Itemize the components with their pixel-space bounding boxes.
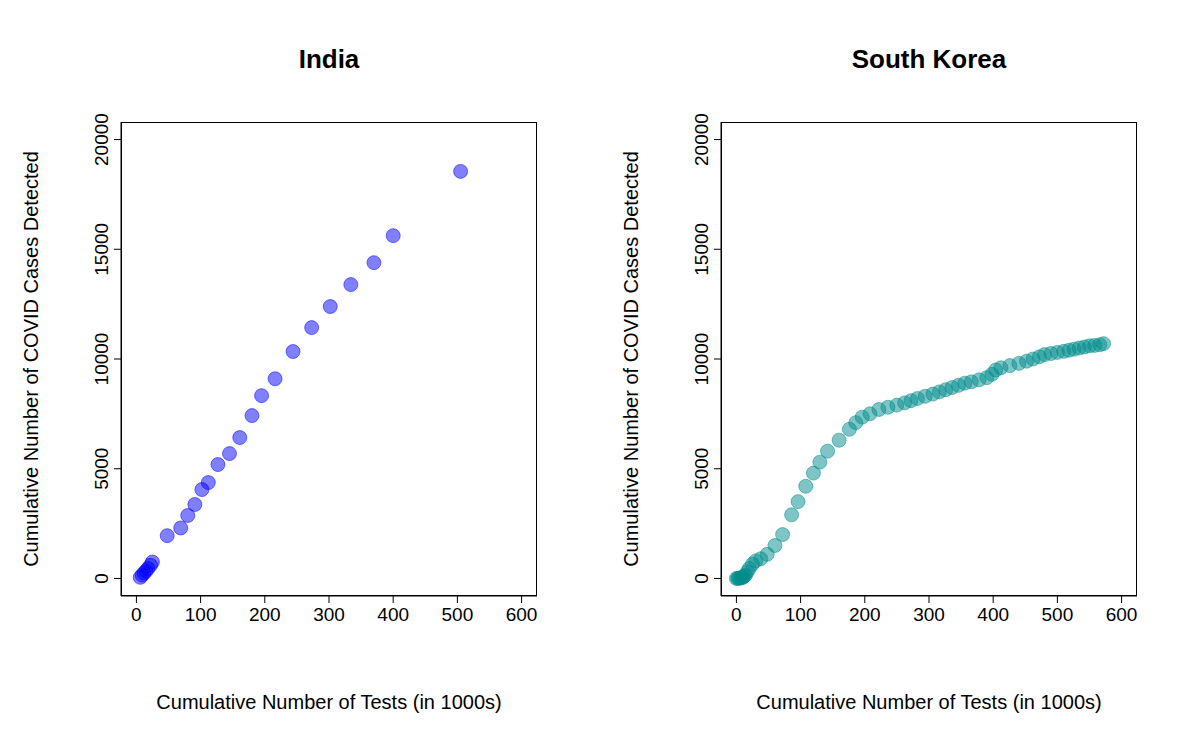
svg-text:0: 0 [131, 604, 142, 625]
svg-text:5000: 5000 [91, 448, 112, 490]
svg-text:500: 500 [1042, 604, 1074, 625]
html-text:South Korea: South Korea [851, 44, 1007, 74]
svg-text:600: 600 [506, 604, 538, 625]
svg-text:10000: 10000 [691, 333, 712, 386]
svg-text:15000: 15000 [91, 223, 112, 276]
svg-text:300: 300 [313, 604, 345, 625]
svg-text:200: 200 [849, 604, 881, 625]
svg-text:0: 0 [91, 573, 112, 584]
svg-text:Cumulative Number of Tests (in: Cumulative Number of Tests (in 1000s) [156, 691, 501, 713]
svg-text:15000: 15000 [691, 223, 712, 276]
svg-text:0: 0 [691, 573, 712, 584]
svg-text:100: 100 [785, 604, 817, 625]
svg-text:200: 200 [249, 604, 281, 625]
svg-text:500: 500 [442, 604, 474, 625]
svg-text:400: 400 [977, 604, 1009, 625]
svg-text:Cumulative Number of COVID Cas: Cumulative Number of COVID Cases Detecte… [20, 151, 42, 567]
svg-text:5000: 5000 [691, 448, 712, 490]
svg-text:400: 400 [377, 604, 409, 625]
svg-text:0: 0 [731, 604, 742, 625]
svg-text:600: 600 [1106, 604, 1138, 625]
html-text:India: India [298, 44, 360, 74]
svg-text:10000: 10000 [91, 333, 112, 386]
svg-text:Cumulative Number of Tests (in: Cumulative Number of Tests (in 1000s) [756, 691, 1101, 713]
svg-text:20000: 20000 [691, 113, 712, 166]
svg-text:20000: 20000 [91, 113, 112, 166]
svg-text:Cumulative Number of COVID Cas: Cumulative Number of COVID Cases Detecte… [620, 151, 642, 567]
svg-text:300: 300 [913, 604, 945, 625]
svg-text:100: 100 [185, 604, 217, 625]
